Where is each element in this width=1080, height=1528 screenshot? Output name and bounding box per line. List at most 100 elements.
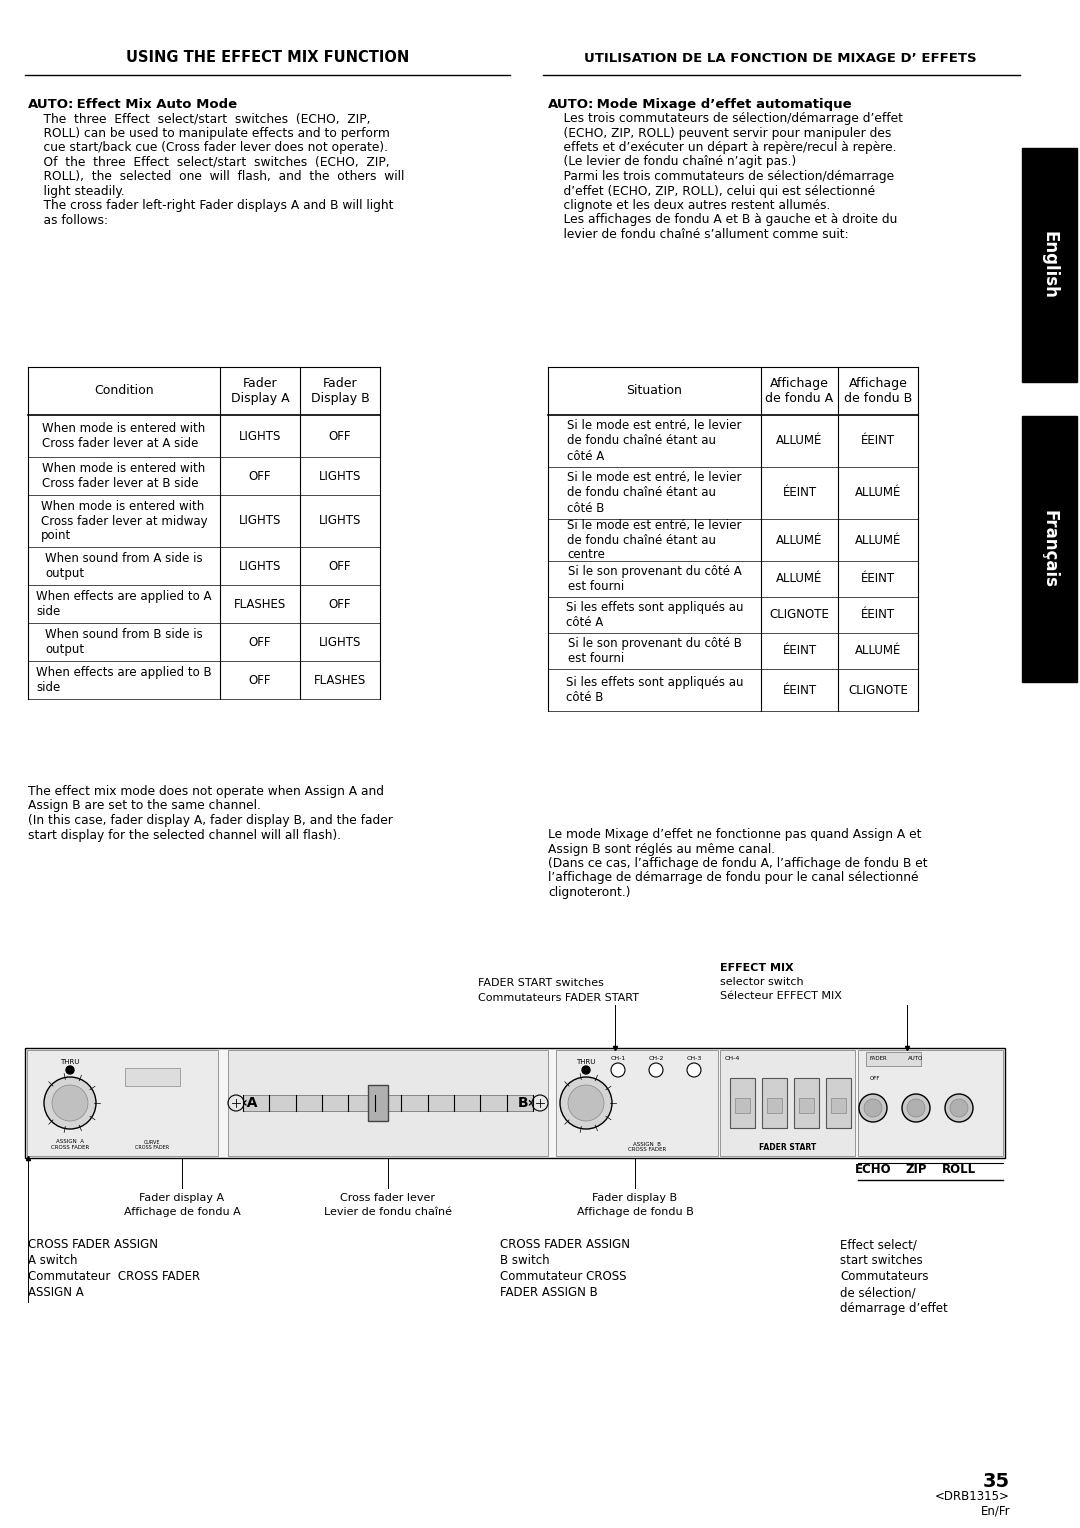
Text: ZIP: ZIP	[905, 1163, 927, 1177]
Text: When mode is entered with
Cross fader lever at B side: When mode is entered with Cross fader le…	[42, 461, 205, 490]
Text: Fader display A: Fader display A	[139, 1193, 225, 1203]
Text: Français: Français	[1040, 510, 1058, 588]
Bar	[1022, 416, 1077, 681]
Text: Levier de fondu chaîné: Levier de fondu chaîné	[324, 1207, 453, 1216]
Bar	[866, 1051, 921, 1067]
Text: <DRB1315>: <DRB1315>	[935, 1490, 1010, 1504]
Text: Sélecteur EFFECT MIX: Sélecteur EFFECT MIX	[720, 992, 842, 1001]
Bar	[27, 1050, 218, 1157]
Text: CROSS FADER: CROSS FADER	[627, 1148, 666, 1152]
Text: CLIGNOTE: CLIGNOTE	[770, 608, 829, 622]
Text: ROLL) can be used to manipulate effects and to perform: ROLL) can be used to manipulate effects …	[28, 127, 390, 139]
Text: ASSIGN A: ASSIGN A	[28, 1287, 84, 1299]
Bar	[831, 1099, 846, 1112]
Text: (ECHO, ZIP, ROLL) peuvent servir pour manipuler des: (ECHO, ZIP, ROLL) peuvent servir pour ma…	[548, 127, 891, 139]
Text: AUTO:: AUTO:	[548, 98, 594, 112]
Text: levier de fondu chaîné s’allument comme suit:: levier de fondu chaîné s’allument comme …	[548, 228, 849, 241]
Bar	[735, 1099, 750, 1112]
Text: OFF: OFF	[248, 636, 271, 648]
Text: clignoteront.): clignoteront.)	[548, 886, 631, 898]
Text: Le mode Mixage d’effet ne fonctionne pas quand Assign A et: Le mode Mixage d’effet ne fonctionne pas…	[548, 828, 921, 840]
Text: ÉEINT: ÉEINT	[782, 645, 816, 657]
Text: Assign B sont réglés au même canal.: Assign B sont réglés au même canal.	[548, 842, 775, 856]
Text: LIGHTS: LIGHTS	[239, 515, 281, 527]
Circle shape	[611, 1063, 625, 1077]
Text: Fader display B: Fader display B	[593, 1193, 677, 1203]
Bar	[720, 1050, 855, 1157]
Text: ALLUMÉ: ALLUMÉ	[854, 645, 901, 657]
Text: LIGHTS: LIGHTS	[319, 515, 361, 527]
Text: Les trois commutateurs de sélection/démarrage d’effet: Les trois commutateurs de sélection/déma…	[548, 112, 903, 125]
Bar	[799, 1099, 814, 1112]
Bar	[1022, 148, 1077, 382]
Text: FLASHES: FLASHES	[314, 674, 366, 686]
Text: (In this case, fader display A, fader display B, and the fader: (In this case, fader display A, fader di…	[28, 814, 393, 827]
Bar	[125, 1068, 180, 1086]
Circle shape	[725, 1063, 739, 1077]
Text: A switch: A switch	[28, 1254, 78, 1267]
Text: ASSIGN  A: ASSIGN A	[56, 1138, 84, 1144]
Text: CH-3: CH-3	[686, 1056, 702, 1060]
Text: Affichage de fondu A: Affichage de fondu A	[123, 1207, 241, 1216]
Bar	[762, 1077, 787, 1128]
Text: THRU: THRU	[60, 1059, 80, 1065]
Text: Affichage
de fondu B: Affichage de fondu B	[843, 377, 913, 405]
Text: Affichage
de fondu A: Affichage de fondu A	[766, 377, 834, 405]
Text: d’effet (ECHO, ZIP, ROLL), celui qui est sélectionné: d’effet (ECHO, ZIP, ROLL), celui qui est…	[548, 185, 875, 197]
Circle shape	[950, 1099, 968, 1117]
Circle shape	[687, 1063, 701, 1077]
Text: Assign B are set to the same channel.: Assign B are set to the same channel.	[28, 799, 261, 813]
Text: When effects are applied to A
side: When effects are applied to A side	[37, 590, 212, 617]
Text: ASSIGN  B: ASSIGN B	[633, 1141, 661, 1148]
Text: FLASHES: FLASHES	[234, 597, 286, 611]
Text: When mode is entered with
Cross fader lever at midway
point: When mode is entered with Cross fader le…	[41, 500, 207, 542]
Text: de sélection/: de sélection/	[840, 1287, 916, 1299]
Text: light steadily.: light steadily.	[28, 185, 125, 197]
Text: Commutateur CROSS: Commutateur CROSS	[500, 1270, 626, 1284]
Text: The effect mix mode does not operate when Assign A and: The effect mix mode does not operate whe…	[28, 785, 384, 798]
Text: Si le mode est entré, le levier
de fondu chaîné étant au
côté A: Si le mode est entré, le levier de fondu…	[567, 420, 742, 463]
Text: OFF: OFF	[328, 429, 351, 443]
Bar	[767, 1099, 782, 1112]
Text: Si le son provenant du côté A
est fourni: Si le son provenant du côté A est fourni	[568, 565, 741, 593]
Text: ROLL),  the  selected  one  will  flash,  and  the  others  will: ROLL), the selected one will flash, and …	[28, 170, 404, 183]
Circle shape	[66, 1067, 75, 1074]
Text: ALLUMÉ: ALLUMÉ	[777, 434, 823, 448]
Text: ROLL: ROLL	[942, 1163, 976, 1177]
Circle shape	[561, 1077, 612, 1129]
Text: AUTO: AUTO	[908, 1056, 923, 1062]
Text: (Le levier de fondu chaîné n’agit pas.): (Le levier de fondu chaîné n’agit pas.)	[548, 156, 796, 168]
Text: Les affichages de fondu A et B à gauche et à droite du: Les affichages de fondu A et B à gauche …	[548, 214, 897, 226]
Text: Cross fader lever: Cross fader lever	[340, 1193, 435, 1203]
Text: Parmi les trois commutateurs de sélection/démarrage: Parmi les trois commutateurs de sélectio…	[548, 170, 894, 183]
Text: (Dans ce cas, l’affichage de fondu A, l’affichage de fondu B et: (Dans ce cas, l’affichage de fondu A, l’…	[548, 857, 928, 869]
Text: CROSS FADER: CROSS FADER	[135, 1144, 170, 1151]
Text: ECHO: ECHO	[854, 1163, 891, 1177]
Bar	[730, 1077, 755, 1128]
Text: ÉEINT: ÉEINT	[861, 434, 895, 448]
Text: ÉEINT: ÉEINT	[861, 608, 895, 622]
Text: When effects are applied to B
side: When effects are applied to B side	[37, 666, 212, 694]
Bar	[556, 1050, 718, 1157]
Circle shape	[568, 1085, 604, 1122]
Text: Si le son provenant du côté B
est fourni: Si le son provenant du côté B est fourni	[568, 637, 742, 665]
Text: THRU: THRU	[577, 1059, 596, 1065]
Text: EFFECT MIX: EFFECT MIX	[720, 963, 794, 973]
Text: ÉEINT: ÉEINT	[782, 486, 816, 500]
Circle shape	[945, 1094, 973, 1122]
Circle shape	[649, 1063, 663, 1077]
Text: Effect Mix Auto Mode: Effect Mix Auto Mode	[72, 98, 238, 112]
Text: ÉEINT: ÉEINT	[782, 683, 816, 697]
Circle shape	[902, 1094, 930, 1122]
Text: USING THE EFFECT MIX FUNCTION: USING THE EFFECT MIX FUNCTION	[126, 50, 409, 66]
Text: Fader
Display B: Fader Display B	[311, 377, 369, 405]
Text: Affichage de fondu B: Affichage de fondu B	[577, 1207, 693, 1216]
Text: OFF: OFF	[328, 559, 351, 573]
Text: Commutateur  CROSS FADER: Commutateur CROSS FADER	[28, 1270, 200, 1284]
Bar	[243, 1096, 534, 1111]
Text: ÉEINT: ÉEINT	[861, 573, 895, 585]
Text: CLIGNOTE: CLIGNOTE	[848, 683, 908, 697]
Text: OFF: OFF	[248, 469, 271, 483]
Text: ALLUMÉ: ALLUMÉ	[777, 573, 823, 585]
Circle shape	[907, 1099, 924, 1117]
